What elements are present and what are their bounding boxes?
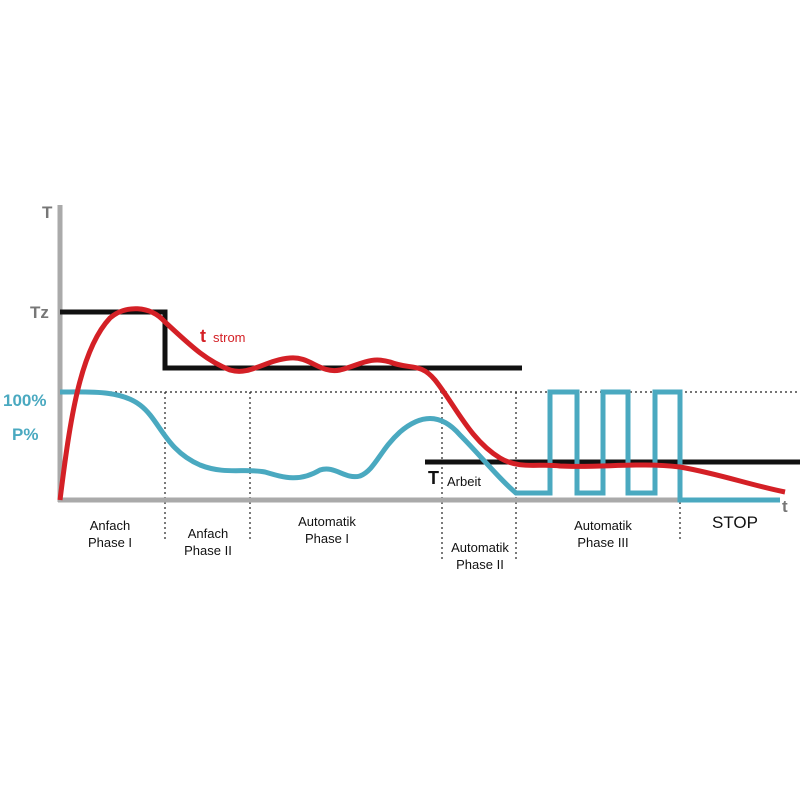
phase-label: Automatik — [574, 518, 632, 533]
phase-labels: Anfach Phase I Anfach Phase II Automatik Phas… — [88, 514, 632, 572]
phase-label: Phase III — [577, 535, 628, 550]
tz-label: Tz — [30, 303, 49, 322]
phase-label: Anfach — [90, 518, 130, 533]
x-axis-label: t — [782, 497, 788, 516]
power-label: P% — [12, 425, 38, 444]
phase-label: Phase II — [184, 543, 232, 558]
y-axis-label: T — [42, 203, 53, 222]
current-label-sub: strom — [213, 330, 246, 345]
phase-label: Phase I — [88, 535, 132, 550]
phase-label: Automatik — [298, 514, 356, 529]
power-curve — [59, 389, 780, 503]
working-temp-label: T — [428, 468, 439, 488]
phase-label: Automatik — [451, 540, 509, 555]
phase-label: Phase II — [456, 557, 504, 572]
percent-label: 100% — [3, 391, 46, 410]
working-temp-label-sub: Arbeit — [447, 474, 481, 489]
current-label: t — [200, 326, 206, 346]
phase-label: Anfach — [188, 526, 228, 541]
current-curve — [57, 306, 786, 501]
phase-label: Phase I — [305, 531, 349, 546]
stop-label: STOP — [712, 513, 758, 532]
